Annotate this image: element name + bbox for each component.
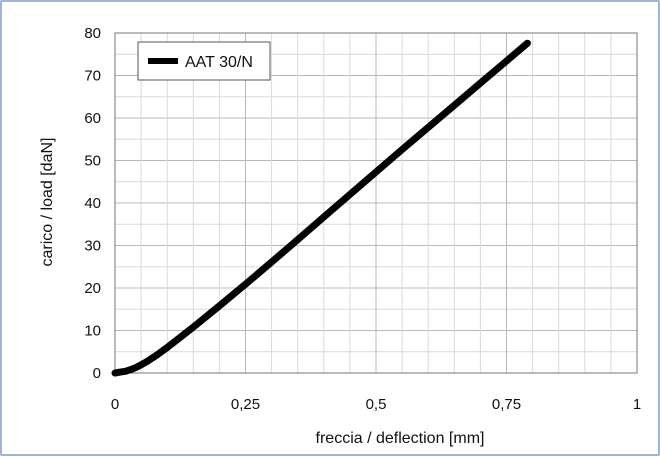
y-tick-label: 60 <box>84 110 101 127</box>
y-tick-label: 10 <box>84 323 101 340</box>
y-tick-label: 40 <box>84 195 101 212</box>
x-gridlines <box>114 33 638 373</box>
x-axis-label: freccia / deflection [mm] <box>316 430 485 447</box>
series-layer <box>111 39 531 377</box>
x-tick-label: 0,25 <box>231 396 260 413</box>
legend: AAT 30/N <box>137 41 271 81</box>
legend-label: AAT 30/N <box>185 54 253 71</box>
x-tick-label: 0,5 <box>366 396 387 413</box>
y-tick-label: 0 <box>93 365 101 382</box>
x-tick-labels: 0 0,25 0,5 0,75 1 <box>111 396 641 413</box>
x-tick-label: 0,75 <box>492 396 521 413</box>
y-tick-label: 70 <box>84 68 101 85</box>
x-tick-label: 0 <box>111 396 119 413</box>
y-tick-label: 80 <box>84 25 101 42</box>
y-axis-label: carico / load [daN] <box>39 138 56 267</box>
y-tick-label: 20 <box>84 280 101 297</box>
y-tick-label: 50 <box>84 153 101 170</box>
y-tick-label: 30 <box>84 238 101 255</box>
series-line <box>111 39 531 377</box>
y-tick-labels: 0 10 20 30 40 50 60 70 80 <box>84 25 101 382</box>
x-tick-label: 1 <box>633 396 641 413</box>
plot-area-border <box>114 32 638 374</box>
